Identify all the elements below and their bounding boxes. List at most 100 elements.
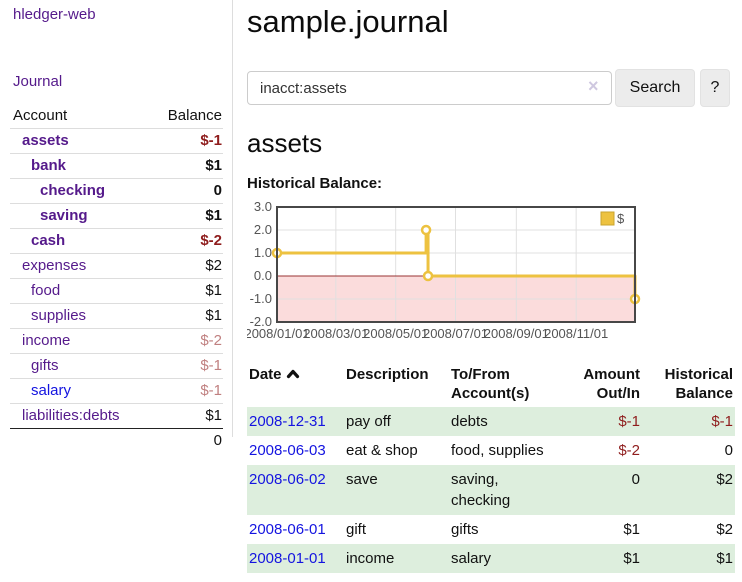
account-name-cell: liabilities:debts (10, 403, 150, 429)
account-name-cell: supplies (10, 303, 150, 329)
account-row: liabilities:debts $1 (10, 403, 223, 429)
transaction-accounts: salary (451, 550, 492, 567)
account-row: income $-2 (10, 328, 223, 354)
account-link-cash[interactable]: cash (31, 232, 66, 249)
transaction-amount: 0 (631, 471, 640, 488)
transaction-amount: $1 (623, 521, 640, 538)
transaction-accounts: saving, checking (451, 471, 511, 509)
account-name-cell: income (10, 328, 150, 354)
account-heading: assets (247, 128, 323, 158)
transaction-date-link[interactable]: 2008-01-01 (249, 550, 326, 567)
svg-text:2008/11/01: 2008/11/01 (544, 326, 608, 341)
account-link-income[interactable]: income (22, 332, 71, 349)
transactions-table: Date Description To/From Account(s) Amou… (247, 364, 735, 573)
account-link-salary[interactable]: salary (31, 382, 72, 399)
balance-column-header: Balance (167, 107, 222, 124)
transaction-balance: $-1 (711, 413, 733, 430)
account-balance: $-2 (149, 228, 223, 254)
accounts-total-row: 0 (10, 428, 223, 453)
account-name-cell: assets (10, 128, 150, 154)
transaction-date-link[interactable]: 2008-06-02 (249, 471, 326, 488)
svg-text:2008/07/01: 2008/07/01 (423, 326, 488, 341)
account-link-food[interactable]: food (31, 282, 61, 299)
search-bar: × Search ? (247, 69, 735, 107)
account-link-saving[interactable]: saving (40, 207, 88, 224)
account-name-cell: cash (10, 228, 150, 254)
app-brand-link[interactable]: hledger-web (13, 6, 96, 23)
transaction-description: save (346, 471, 378, 488)
account-balance: $1 (149, 153, 223, 179)
column-header-accounts: To/From Account(s) (451, 366, 530, 402)
account-name-cell: food (10, 278, 150, 304)
transaction-description: income (346, 550, 395, 567)
transaction-amount: $-1 (618, 413, 640, 430)
account-row: checking 0 (10, 178, 223, 204)
account-balance: $1 (149, 203, 223, 229)
search-button[interactable]: Search (615, 69, 695, 107)
account-name-cell: saving (10, 203, 150, 229)
account-row: assets $-1 (10, 128, 223, 154)
transaction-balance: $2 (716, 521, 733, 538)
search-input[interactable] (247, 71, 612, 105)
transaction-accounts: gifts (451, 521, 479, 538)
legend-label: $ (617, 211, 625, 226)
account-link-expenses[interactable]: expenses (22, 257, 87, 274)
transaction-date-cell: 2008-06-01 (247, 515, 340, 544)
account-name-cell: bank (10, 153, 150, 179)
svg-text:-2.0: -2.0 (250, 314, 272, 329)
svg-text:2008/05/01: 2008/05/01 (363, 326, 428, 341)
transaction-row[interactable]: 2008-06-02 save saving, checking 0 $2 (247, 465, 735, 515)
account-link-assets[interactable]: assets (22, 132, 69, 149)
transaction-date-link[interactable]: 2008-06-01 (249, 521, 326, 538)
account-link-liabilities-debts[interactable]: liabilities:debts (22, 407, 120, 424)
transaction-description: eat & shop (346, 442, 418, 459)
transaction-balance: $1 (716, 550, 733, 567)
transaction-accounts: debts (451, 413, 488, 430)
transaction-date-link[interactable]: 2008-06-03 (249, 442, 326, 459)
svg-text:0.0: 0.0 (254, 268, 272, 283)
svg-text:2008/01/01: 2008/01/01 (247, 326, 310, 341)
help-button[interactable]: ? (700, 69, 730, 107)
transaction-description: pay off (346, 413, 391, 430)
accounts-table: Account Balance assets $-1 bank $1 checking 0… (10, 104, 223, 453)
svg-text:3.0: 3.0 (254, 202, 272, 214)
transaction-row[interactable]: 2008-12-31 pay off debts $-1 $-1 (247, 407, 735, 436)
account-balance: $-1 (149, 128, 223, 154)
sidebar-item-journal[interactable]: Journal (13, 73, 63, 90)
transaction-row[interactable]: 2008-06-01 gift gifts $1 $2 (247, 515, 735, 544)
clear-search-icon[interactable]: × (588, 76, 599, 96)
transaction-date-link[interactable]: 2008-12-31 (249, 413, 326, 430)
account-link-gifts[interactable]: gifts (31, 357, 59, 374)
transaction-row[interactable]: 2008-01-01 income salary $1 $1 (247, 544, 735, 573)
account-row: supplies $1 (10, 303, 223, 329)
transaction-accounts: food, supplies (451, 442, 544, 459)
column-header-description: Description (346, 366, 429, 383)
account-name-cell: checking (10, 178, 150, 204)
page-title: sample.journal (247, 4, 449, 39)
column-header-date[interactable]: Date (247, 364, 340, 407)
historical-balance-chart: $3.0 2.0 1.0 0.0 -1.0 -2.0 2008/01/01 2008/03/0… (244, 199, 737, 344)
transaction-date-cell: 2008-01-01 (247, 544, 340, 573)
account-link-checking[interactable]: checking (40, 182, 106, 199)
transaction-row[interactable]: 2008-06-03 eat & shop food, supplies $-2 0 (247, 436, 735, 465)
transaction-balance: $2 (716, 471, 733, 488)
sidebar: hledger-web Journal Account Balance asse… (0, 0, 233, 453)
account-row: gifts $-1 (10, 353, 223, 379)
transaction-amount: $1 (623, 550, 640, 567)
transaction-description: gift (346, 521, 367, 538)
svg-text:-1.0: -1.0 (250, 291, 272, 306)
transaction-balance: 0 (724, 442, 733, 459)
account-balance: 0 (149, 178, 223, 204)
total-spacer (10, 428, 150, 453)
accounts-table-header: Account Balance (10, 104, 223, 129)
transactions-header-row: Date Description To/From Account(s) Amou… (247, 364, 735, 407)
column-header-balance: Historical Balance (664, 366, 733, 402)
account-link-bank[interactable]: bank (31, 157, 67, 174)
sort-ascending-icon (286, 365, 300, 384)
column-header-amount: Amount Out/In (583, 366, 640, 402)
account-column-header: Account (13, 107, 68, 124)
account-link-supplies[interactable]: supplies (31, 307, 87, 324)
svg-text:2008/03/01: 2008/03/01 (303, 326, 368, 341)
account-balance: $1 (149, 278, 223, 304)
account-name-cell: expenses (10, 253, 150, 279)
